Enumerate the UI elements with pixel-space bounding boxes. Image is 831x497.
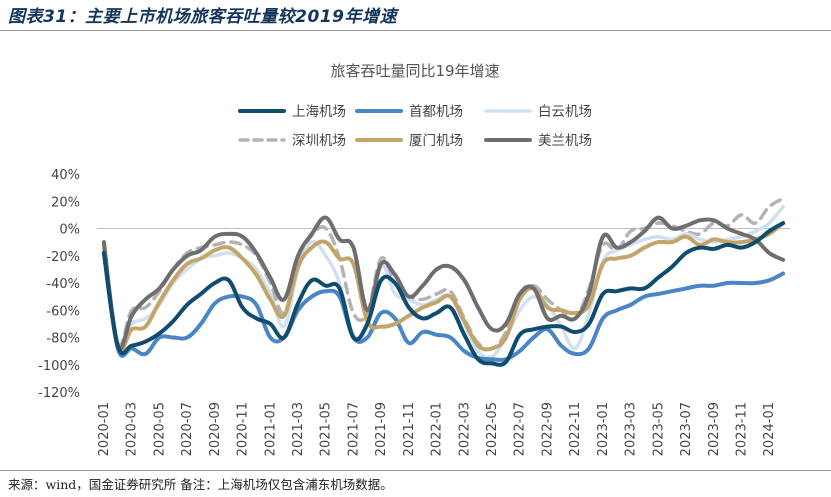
chart-series-lines: [101, 196, 786, 367]
figure-title: 图表31：主要上市机场旅客吞吐量较2019年增速: [8, 7, 397, 27]
title-rule: [0, 30, 831, 31]
y-tick-label: 0%: [59, 223, 80, 238]
legend-label: 美兰机场: [538, 133, 592, 149]
y-tick-label: 20%: [51, 195, 80, 210]
x-tick-label: 2023-05: [651, 402, 666, 456]
x-tick-label: 2021-05: [319, 402, 334, 456]
x-tick-label: 2022-09: [540, 402, 555, 456]
x-tick-label: 2023-07: [679, 402, 694, 456]
legend-label: 白云机场: [538, 104, 592, 120]
x-tick-label: 2021-09: [374, 402, 389, 456]
series-line-5: [101, 221, 786, 353]
footer-rule: [0, 470, 831, 471]
x-tick-label: 2021-11: [402, 402, 417, 456]
y-tick-label: -60%: [46, 304, 80, 319]
legend-label: 厦门机场: [409, 133, 463, 149]
x-tick-label: 2020-01: [97, 402, 112, 456]
series-line-1: [101, 221, 786, 367]
y-tick-label: -20%: [46, 250, 80, 265]
y-tick-label: -120%: [38, 386, 80, 401]
y-tick-label: -40%: [46, 277, 80, 292]
series-line-4: [102, 196, 785, 351]
x-tick-label: 2022-01: [430, 402, 445, 456]
source-note: 来源：wind，国金证券研究所 备注：上海机场仅包含浦东机场数据。: [8, 477, 393, 492]
x-tick-label: 2020-11: [236, 402, 251, 456]
legend-label: 首都机场: [409, 104, 463, 120]
legend-label: 深圳机场: [292, 133, 346, 149]
x-tick-label: 2021-07: [346, 402, 361, 456]
x-tick-label: 2020-07: [180, 402, 195, 456]
x-tick-label: 2023-01: [596, 402, 611, 456]
x-tick-label: 2023-09: [707, 402, 722, 456]
x-tick-label: 2022-07: [513, 402, 528, 456]
x-tick-label: 2024-01: [762, 402, 777, 456]
x-tick-label: 2020-03: [125, 402, 140, 456]
x-tick-label: 2022-11: [568, 402, 583, 456]
y-tick-label: 40%: [51, 168, 80, 183]
x-tick-label: 2023-03: [624, 402, 639, 456]
x-tick-label: 2022-05: [485, 402, 500, 456]
y-axis-labels: 40% 20% 0% -20% -40% -60% -80% -100% -120%: [38, 168, 80, 401]
x-tick-label: 2021-01: [263, 402, 278, 456]
legend-label: 上海机场: [292, 104, 346, 120]
x-tick-label: 2022-03: [457, 402, 472, 456]
x-tick-label: 2021-03: [291, 402, 306, 456]
x-tick-label: 2020-05: [152, 402, 167, 456]
x-tick-label: 2020-09: [208, 402, 223, 456]
series-line-2: [101, 251, 786, 363]
chart-title: 旅客吞吐量同比19年增速: [330, 62, 499, 80]
y-tick-label: -80%: [46, 332, 80, 347]
x-tick-label: 2023-11: [734, 402, 749, 456]
x-axis-labels: 2020-01 2020-03 2020-05 2020-07 2020-09 2020-…: [97, 402, 777, 456]
y-tick-label: -100%: [38, 359, 80, 374]
series-line-6: [101, 215, 786, 351]
